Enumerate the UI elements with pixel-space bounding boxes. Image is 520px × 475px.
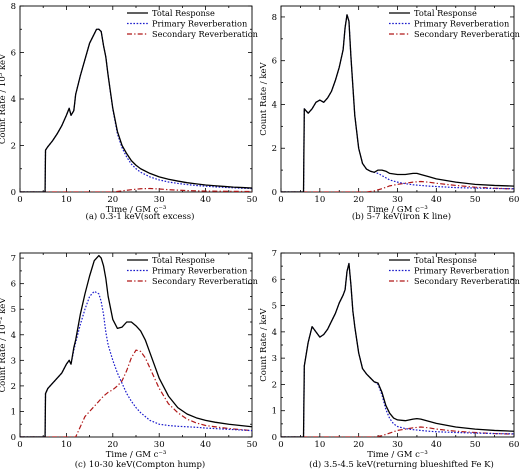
chart-panel-3: 0 10 20 30 40 50 60 0 1 2 3 4 5 6 7 Time / GM c⁻³ Count … xyxy=(259,249,520,470)
series-group xyxy=(20,28,252,192)
y-tick-label: 0 xyxy=(11,433,16,443)
x-axis-label: Time / GM c⁻³ xyxy=(367,450,428,460)
series-line-solid xyxy=(281,14,514,192)
legend-label: Total Response xyxy=(414,255,477,265)
x-tick-label: 10 xyxy=(61,195,72,205)
x-tick-label: 40 xyxy=(200,195,211,205)
x-tick-label: 30 xyxy=(154,440,165,450)
y-tick-label: 1 xyxy=(11,407,16,417)
chart-panel-1: 0 10 20 30 40 50 60 0 2 4 6 8 Time / GM c⁻³ Count Rat… xyxy=(259,5,520,222)
series-line-solid xyxy=(20,254,252,437)
x-tick-label: 10 xyxy=(61,440,72,450)
legend-label: Primary Reverberation xyxy=(414,19,510,29)
panel-caption: (c) 10-30 keV(Compton hump) xyxy=(75,459,206,470)
x-tick-label: 40 xyxy=(431,440,442,450)
chart-panel-2: 0 10 20 30 40 50 0 1 2 3 4 5 6 7 Time / GM c⁻³ Count Ra… xyxy=(0,252,259,470)
y-tick-label: 6 xyxy=(272,275,277,285)
y-tick-label: 3 xyxy=(11,356,16,366)
series-line-dashed xyxy=(281,180,514,192)
legend-label: Primary Reverberation xyxy=(152,19,248,29)
x-tick-label: 40 xyxy=(431,195,442,205)
panel-caption: (b) 5-7 keV(iron K line) xyxy=(352,211,451,222)
x-tick-label: 60 xyxy=(509,440,520,450)
y-tick-label: 3 xyxy=(272,354,277,364)
legend-label: Secondary Reverberation xyxy=(414,29,520,39)
x-tick-label: 10 xyxy=(314,195,325,205)
x-axis-label: Time / GM c⁻³ xyxy=(367,205,428,215)
chart-panel-0: 0 10 20 30 40 50 0 2 4 6 8 Time / GM c⁻³ Count Rate … xyxy=(0,2,259,222)
x-tick-label: 50 xyxy=(470,195,481,205)
y-tick-label: 8 xyxy=(11,2,16,12)
series-line-dotted xyxy=(20,290,252,437)
x-tick-label: 20 xyxy=(353,440,364,450)
y-tick-label: 7 xyxy=(11,254,16,264)
x-tick-label: 10 xyxy=(314,440,325,450)
legend-label: Secondary Reverberation xyxy=(152,29,259,39)
x-tick-label: 0 xyxy=(278,440,283,450)
y-tick-label: 4 xyxy=(11,95,16,105)
x-tick-label: 60 xyxy=(509,195,520,205)
y-tick-label: 1 xyxy=(272,407,277,417)
y-tick-label: 5 xyxy=(272,302,277,312)
x-tick-label: 30 xyxy=(154,195,165,205)
y-tick-label: 4 xyxy=(272,100,277,110)
legend-label: Total Response xyxy=(414,8,477,18)
series-line-dashed xyxy=(20,349,252,437)
legend-label: Total Response xyxy=(152,8,215,18)
panel-caption: (d) 3.5-4.5 keV(returning blueshifted Fe… xyxy=(309,459,494,470)
legend-label: Secondary Reverberation xyxy=(152,276,259,286)
y-tick-label: 0 xyxy=(11,188,16,198)
y-tick-label: 2 xyxy=(11,382,16,392)
y-axis-label: Count Rate / keV xyxy=(259,307,269,381)
x-tick-label: 0 xyxy=(278,195,283,205)
legend-label: Primary Reverberation xyxy=(414,266,510,276)
y-axis-label: Count Rate / 10³ keV xyxy=(0,53,8,144)
y-tick-label: 5 xyxy=(11,305,16,315)
y-tick-label: 2 xyxy=(272,380,277,390)
x-tick-label: 20 xyxy=(107,440,118,450)
series-group xyxy=(281,262,514,437)
y-tick-label: 2 xyxy=(272,144,277,154)
x-tick-label: 20 xyxy=(107,195,118,205)
panel-caption: (a) 0.3-1 keV(soft excess) xyxy=(86,211,195,222)
x-axis-label: Time / GM c⁻³ xyxy=(106,205,167,215)
x-tick-label: 0 xyxy=(17,440,22,450)
series-group xyxy=(20,254,252,437)
series-line-solid xyxy=(281,262,514,437)
legend-label: Secondary Reverberation xyxy=(414,276,520,286)
y-tick-label: 4 xyxy=(11,331,16,341)
x-tick-label: 20 xyxy=(353,195,364,205)
x-tick-label: 50 xyxy=(247,440,258,450)
x-tick-label: 40 xyxy=(200,440,211,450)
series-line-dotted xyxy=(20,28,252,192)
y-tick-label: 2 xyxy=(11,142,16,152)
y-tick-label: 8 xyxy=(272,13,277,23)
series-line-dotted xyxy=(281,262,514,437)
x-tick-label: 30 xyxy=(392,195,403,205)
series-group xyxy=(281,14,514,192)
y-tick-label: 6 xyxy=(272,57,277,67)
y-tick-label: 6 xyxy=(11,280,16,290)
y-tick-label: 4 xyxy=(272,328,277,338)
y-axis-label: Count Rate / keV xyxy=(259,61,269,135)
y-axis-label: Count Rate / 10⁻² keV xyxy=(0,297,8,393)
x-tick-label: 50 xyxy=(247,195,258,205)
legend-label: Total Response xyxy=(152,255,215,265)
x-tick-label: 50 xyxy=(470,440,481,450)
x-tick-label: 30 xyxy=(392,440,403,450)
y-tick-label: 0 xyxy=(272,433,277,443)
x-tick-label: 0 xyxy=(17,195,22,205)
legend-label: Primary Reverberation xyxy=(152,266,248,276)
series-line-dashed xyxy=(20,187,252,192)
y-tick-label: 6 xyxy=(11,49,16,59)
y-tick-label: 0 xyxy=(272,188,277,198)
y-tick-label: 7 xyxy=(272,249,277,259)
series-line-solid xyxy=(20,28,252,192)
x-axis-label: Time / GM c⁻³ xyxy=(106,450,167,460)
